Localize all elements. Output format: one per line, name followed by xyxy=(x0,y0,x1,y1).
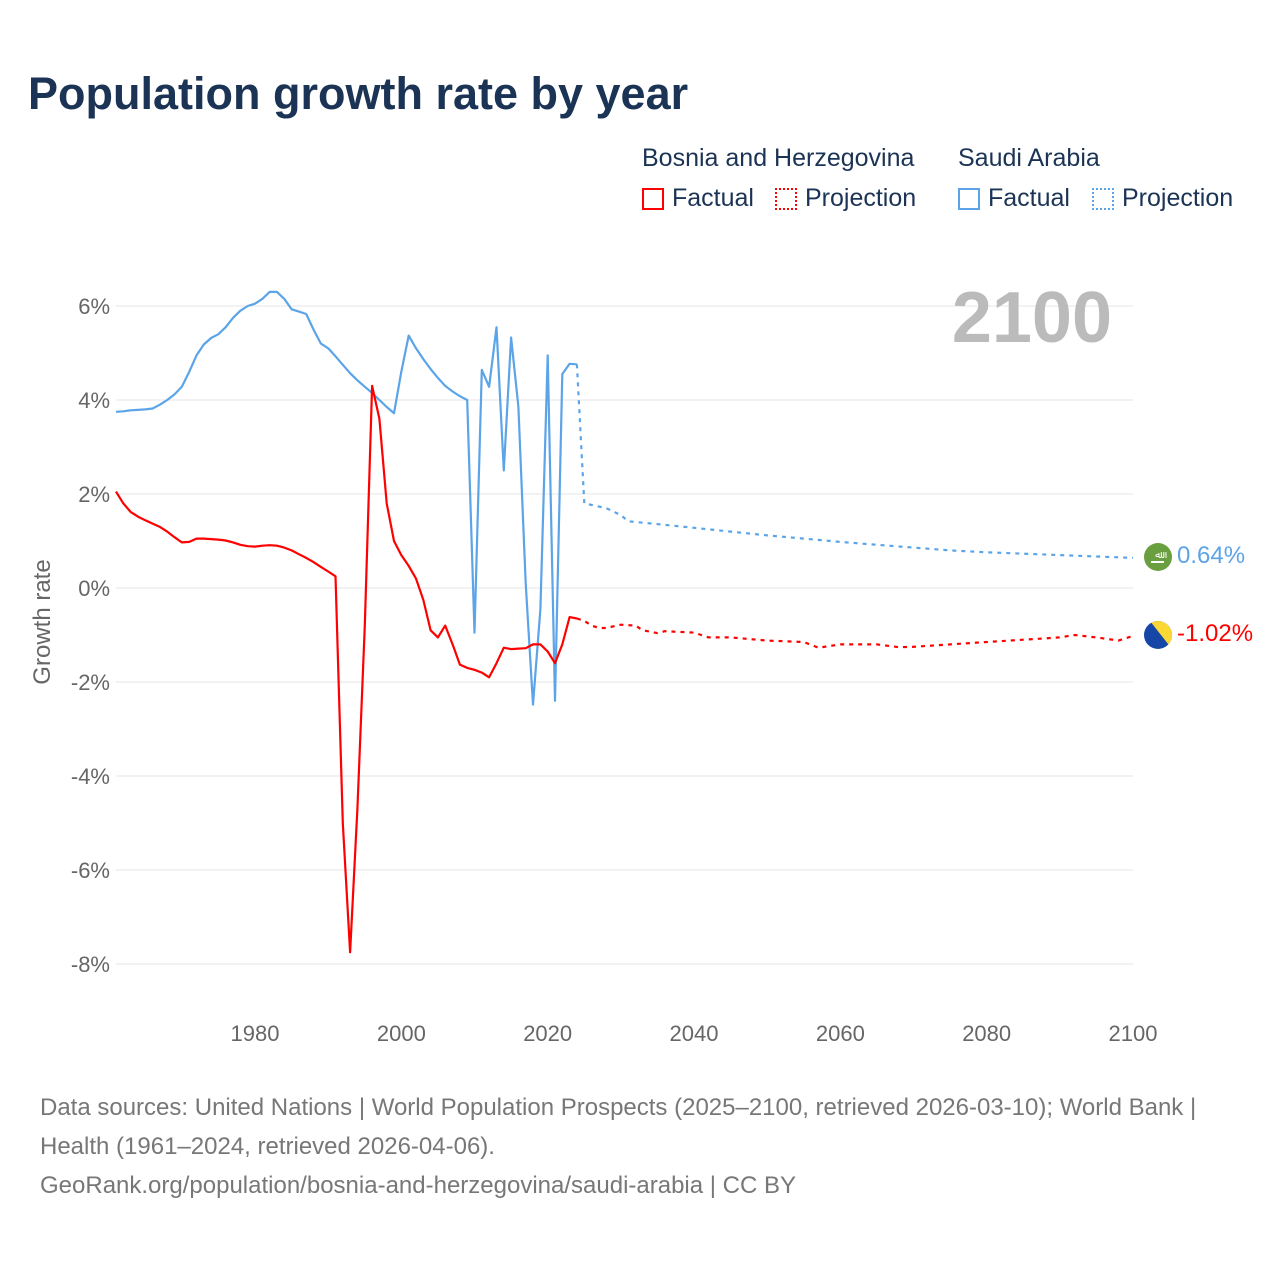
y-tick-label: -6% xyxy=(71,858,110,883)
legend-bosnia-factual[interactable]: Factual xyxy=(642,184,754,213)
series-line-bosnia-and-herzegovina-projection xyxy=(576,617,1134,649)
legend-bosnia-projection[interactable]: Projection xyxy=(775,184,916,213)
x-tick-label: 2080 xyxy=(962,1021,1011,1046)
legend-saudi-factual[interactable]: Factual xyxy=(958,184,1070,213)
y-tick-label: 2% xyxy=(78,482,110,507)
x-tick-label: 2060 xyxy=(816,1021,865,1046)
y-tick-label: -8% xyxy=(71,952,110,977)
legend-label: Projection xyxy=(805,184,917,212)
x-tick-label: 2020 xyxy=(523,1021,572,1046)
x-tick-label: 2000 xyxy=(377,1021,426,1046)
source-link[interactable]: GeoRank.org/population/bosnia-and-herzeg… xyxy=(40,1172,797,1199)
source-note: Data sources: United Nations | World Pop… xyxy=(40,1088,1240,1205)
legend-label: Factual xyxy=(988,184,1070,212)
solid-swatch-icon xyxy=(642,187,664,210)
y-tick-label: -4% xyxy=(71,764,110,789)
series-line-saudi-arabia-projection xyxy=(575,364,1134,559)
legend-group-saudi: Saudi Arabia xyxy=(958,144,1100,172)
bosnia-flag-icon xyxy=(1144,621,1172,649)
source-text: Data sources: United Nations | World Pop… xyxy=(40,1094,1197,1160)
year-watermark: 2100 xyxy=(952,278,1112,358)
bosnia-end-label: -1.02% xyxy=(1177,620,1253,647)
chart-title: Population growth rate by year xyxy=(28,68,689,119)
x-tick-label: 2100 xyxy=(1109,1021,1158,1046)
dotted-swatch-icon xyxy=(775,187,797,210)
y-tick-label: -2% xyxy=(71,670,110,695)
saudi-end-label: 0.64% xyxy=(1177,542,1245,569)
x-tick-label: 1980 xyxy=(231,1021,280,1046)
plot-area: 6% 4% 2% 0% -2% -4% -6% -8% 1980 2000 2020 2040 2060… xyxy=(29,278,1253,1046)
legend-label: Projection xyxy=(1122,184,1234,212)
saudi-flag-icon: ﷲ xyxy=(1144,543,1172,571)
x-tick-label: 2040 xyxy=(670,1021,719,1046)
legend-label: Factual xyxy=(672,184,754,212)
dotted-swatch-icon xyxy=(1092,187,1114,210)
y-tick-label: 0% xyxy=(78,576,110,601)
y-tick-label: 6% xyxy=(78,294,110,319)
y-tick-label: 4% xyxy=(78,388,110,413)
solid-swatch-icon xyxy=(958,187,980,210)
series-line-bosnia-and-herzegovina-factual xyxy=(115,384,578,954)
legend-group-bosnia: Bosnia and Herzegovina xyxy=(642,144,915,172)
y-axis-label: Growth rate xyxy=(29,559,56,684)
series-line-saudi-arabia-factual xyxy=(115,290,577,706)
legend-saudi-projection[interactable]: Projection xyxy=(1092,184,1233,213)
